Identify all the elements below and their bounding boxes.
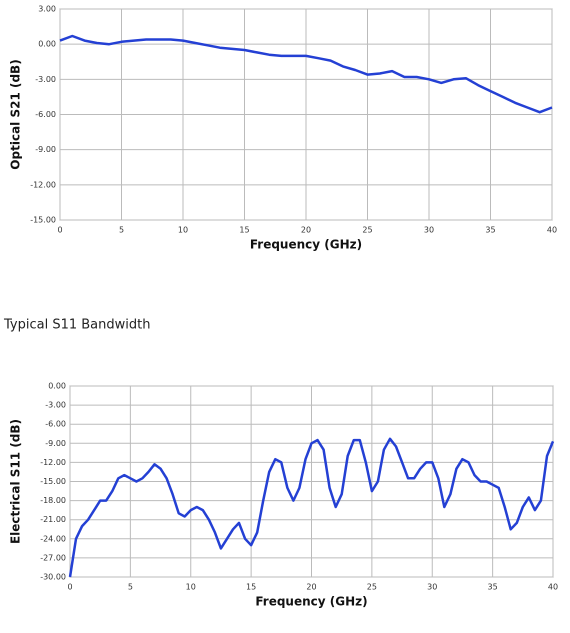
x-tick-label: 5 [119, 226, 124, 235]
y-axis-label: Electrical S11 (dB) [9, 419, 23, 544]
y-tick-label: -6.00 [35, 110, 56, 119]
x-tick-label: 40 [548, 583, 558, 592]
x-axis-label: Frequency (GHz) [250, 238, 362, 252]
x-tick-label: 15 [239, 226, 249, 235]
y-tick-label: -18.00 [40, 496, 66, 505]
x-tick-label: 20 [306, 583, 316, 592]
y-tick-label: -15.00 [30, 216, 56, 225]
y-axis-label: Optical S21 (dB) [9, 59, 23, 169]
y-tick-label: -3.00 [35, 75, 56, 84]
section-heading: Typical S11 Bandwidth [3, 318, 150, 333]
y-tick-label: 0.00 [48, 382, 66, 391]
x-tick-label: 40 [547, 226, 557, 235]
y-tick-label: -9.00 [45, 439, 66, 448]
y-tick-label: 3.00 [38, 5, 56, 14]
y-tick-label: -27.00 [40, 553, 66, 562]
x-tick-label: 5 [128, 583, 133, 592]
data-line [68, 437, 555, 578]
x-tick-label: 30 [424, 226, 434, 235]
y-tick-label: -3.00 [45, 401, 66, 410]
data-line [59, 34, 553, 114]
x-tick-label: 0 [67, 583, 72, 592]
x-tick-label: 10 [186, 583, 196, 592]
y-tick-label: -12.00 [30, 180, 56, 189]
y-tick-label: -24.00 [40, 534, 66, 543]
y-tick-label: -15.00 [40, 477, 66, 486]
y-tick-label: -12.00 [40, 458, 66, 467]
x-tick-label: 10 [178, 226, 188, 235]
x-tick-label: 35 [485, 226, 495, 235]
y-tick-label: -30.00 [40, 573, 66, 582]
x-tick-label: 15 [246, 583, 256, 592]
y-tick-label: -21.00 [40, 515, 66, 524]
x-tick-label: 0 [57, 226, 62, 235]
x-tick-label: 25 [367, 583, 377, 592]
x-tick-label: 25 [362, 226, 372, 235]
x-tick-label: 20 [301, 226, 311, 235]
x-tick-label: 35 [488, 583, 498, 592]
y-tick-label: 0.00 [38, 40, 56, 49]
y-tick-label: -6.00 [45, 420, 66, 429]
y-tick-label: -9.00 [35, 145, 56, 154]
x-tick-label: 30 [427, 583, 437, 592]
x-axis-label: Frequency (GHz) [255, 595, 367, 609]
